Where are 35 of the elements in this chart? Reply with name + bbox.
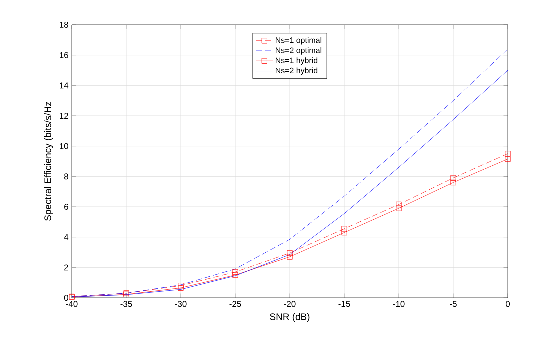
x-tick-label: -30 [175,301,187,308]
x-tick-label: -5 [450,301,457,308]
point [178,283,184,289]
x-tick-label: -15 [338,301,350,308]
point [232,272,238,278]
x-tick-label: -40 [66,301,78,308]
y-tick-label: 0 [64,295,68,301]
point [342,230,348,236]
x-tick-label: -35 [120,301,132,308]
point [287,250,293,256]
point [505,156,511,162]
y-tick-label: 18 [60,22,68,28]
point [505,151,511,157]
point [178,285,184,291]
x-tick-label: 0 [506,301,510,308]
point [342,226,348,232]
point [287,254,293,260]
y-tick-label: 16 [60,52,68,58]
point [232,269,238,276]
point [450,180,456,186]
y-tick-label: 2 [64,264,68,271]
x-tick-label: -20 [284,301,296,308]
y-tick-label: 8 [64,174,68,180]
y-tick-label: 6 [64,204,68,210]
x-axis-title: SNR (dB) [270,313,310,322]
x-tick-label: -10 [393,301,405,308]
point [396,202,402,208]
y-tick-label: 4 [64,234,69,240]
y-tick-label: 10 [60,143,68,150]
y-tick-label: 12 [60,113,68,119]
point [450,175,456,181]
y-tick-label: 14 [60,82,69,89]
y-axis-title: Spectral Efficiency (bits/s/Hz [44,102,54,221]
x-tick-label: -25 [230,301,242,308]
point [396,206,402,212]
